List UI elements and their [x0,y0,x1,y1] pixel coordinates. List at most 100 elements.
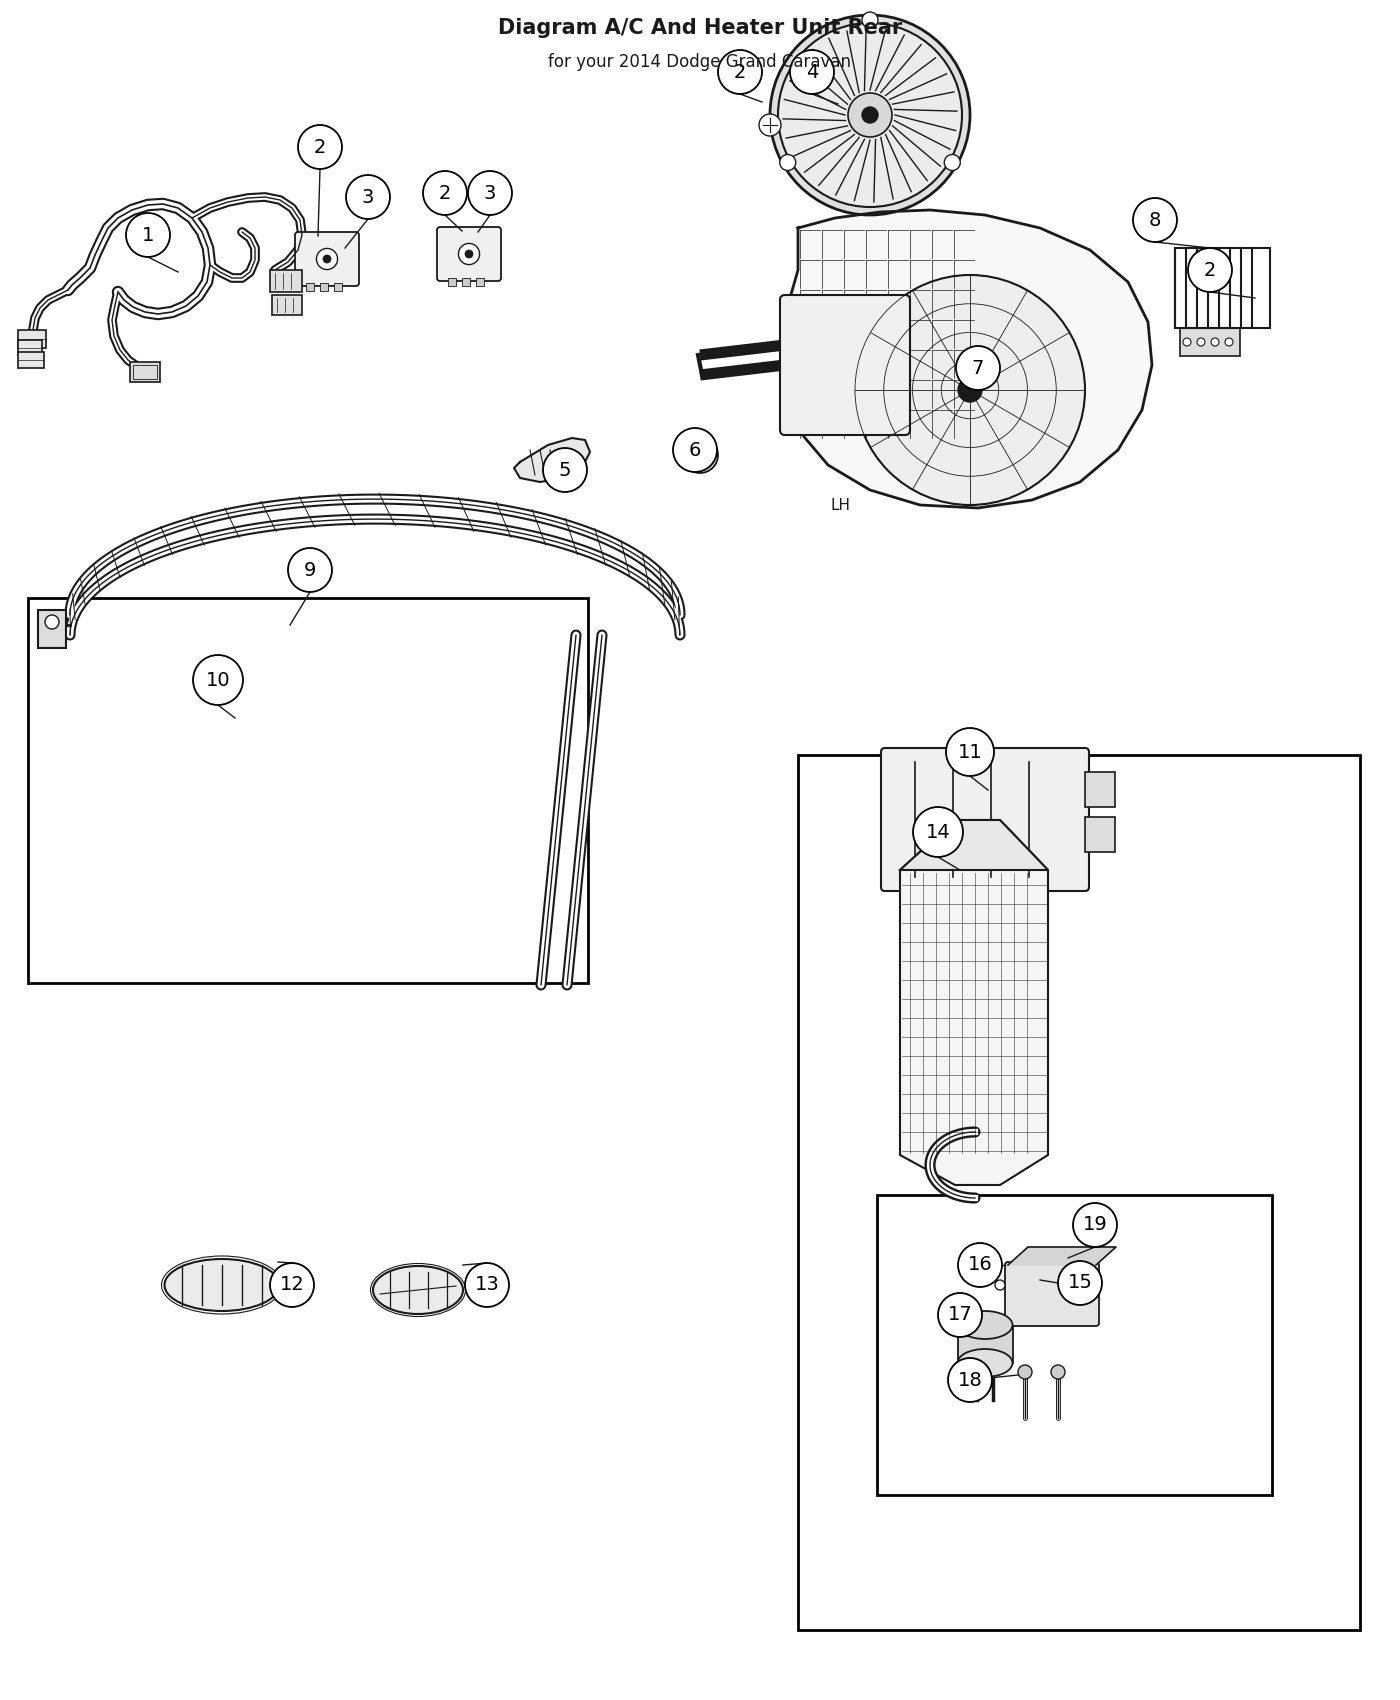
Bar [335,282,342,291]
Circle shape [193,654,244,706]
Text: 5: 5 [559,461,571,479]
Circle shape [1051,1365,1065,1379]
Circle shape [673,428,717,473]
Text: 4: 4 [806,63,818,82]
Circle shape [848,94,892,138]
Circle shape [1225,338,1233,347]
Circle shape [696,450,704,459]
Text: 15: 15 [1068,1273,1092,1292]
Circle shape [1197,338,1205,347]
Circle shape [465,1263,510,1307]
Polygon shape [514,439,589,483]
Circle shape [718,49,762,94]
Circle shape [465,250,473,258]
Text: 2: 2 [314,138,326,156]
Text: for your 2014 Dodge Grand Caravan: for your 2014 Dodge Grand Caravan [549,53,851,71]
Text: LH: LH [830,498,850,513]
Text: 12: 12 [280,1275,304,1294]
FancyBboxPatch shape [1005,1261,1099,1326]
Bar [321,282,328,291]
Bar [307,282,314,291]
Text: 3: 3 [361,187,374,206]
Text: Diagram A/C And Heater Unit Rear: Diagram A/C And Heater Unit Rear [498,19,902,37]
Circle shape [1018,1365,1032,1379]
Circle shape [958,1243,1002,1287]
Circle shape [1211,338,1219,347]
Polygon shape [900,819,1049,870]
Circle shape [298,126,342,168]
Circle shape [1133,197,1177,241]
Circle shape [780,155,795,170]
Circle shape [759,114,781,136]
Bar [958,1324,1014,1363]
Bar [18,352,43,367]
Circle shape [862,107,878,122]
Text: 18: 18 [958,1370,983,1389]
Text: 10: 10 [206,670,231,690]
Ellipse shape [958,1350,1012,1377]
Polygon shape [1008,1248,1116,1265]
Text: 17: 17 [948,1306,973,1324]
Circle shape [423,172,468,214]
Bar [18,340,42,355]
Circle shape [855,275,1085,505]
Bar [18,330,46,348]
Circle shape [468,172,512,214]
Circle shape [948,1358,993,1402]
Bar [448,279,456,286]
Text: 19: 19 [1082,1216,1107,1234]
Bar [270,270,302,292]
Circle shape [958,377,981,401]
Circle shape [778,24,962,207]
Circle shape [1072,1204,1117,1248]
Circle shape [316,248,337,270]
Bar [876,1195,1273,1494]
Circle shape [862,12,878,27]
Circle shape [1183,338,1191,347]
Bar [1175,248,1270,328]
Text: 14: 14 [925,823,951,842]
Text: 2: 2 [734,63,746,82]
Polygon shape [900,819,1049,1185]
Text: 2: 2 [1204,260,1217,279]
Bar [476,279,484,286]
Ellipse shape [165,1260,280,1311]
Circle shape [1189,248,1232,292]
Bar [462,279,470,286]
Text: 6: 6 [689,440,701,459]
Circle shape [682,437,718,473]
Text: 11: 11 [958,743,983,762]
Circle shape [270,1263,314,1307]
FancyBboxPatch shape [295,231,358,286]
Circle shape [913,808,963,857]
Circle shape [458,243,480,265]
Text: 9: 9 [304,561,316,580]
Ellipse shape [372,1266,463,1314]
Circle shape [770,15,970,214]
Circle shape [323,255,330,264]
Text: 3: 3 [484,184,496,202]
Text: 13: 13 [475,1275,500,1294]
Circle shape [944,155,960,170]
FancyBboxPatch shape [437,228,501,280]
Bar [1180,328,1240,355]
FancyBboxPatch shape [780,296,910,435]
Text: 2: 2 [438,184,451,202]
Text: 8: 8 [1149,211,1161,230]
Text: 1: 1 [141,226,154,245]
Polygon shape [783,211,1152,508]
Bar [272,296,302,314]
Bar [798,755,1359,1630]
Circle shape [790,49,834,94]
Circle shape [995,1280,1005,1290]
Circle shape [956,347,1000,389]
Bar [130,362,160,382]
Circle shape [126,212,169,257]
Circle shape [938,1294,981,1336]
Circle shape [543,449,587,491]
Bar [38,610,66,648]
Circle shape [288,547,332,592]
Bar [28,598,588,983]
Bar [133,366,157,379]
Text: 7: 7 [972,359,984,377]
